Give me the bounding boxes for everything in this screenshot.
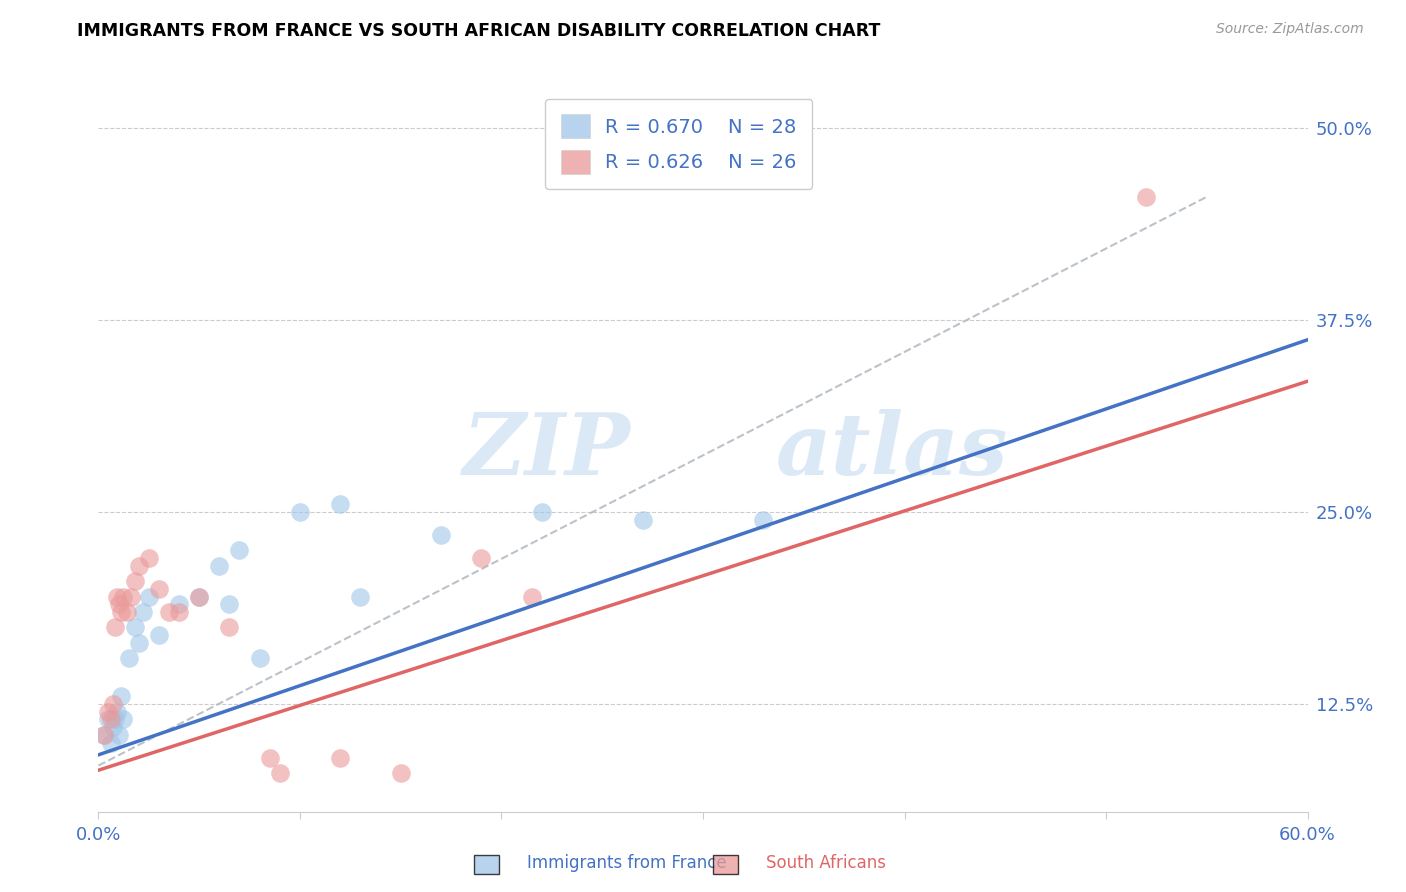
Point [288,505,311,519]
Point [118,651,141,665]
Point [269,766,291,780]
Point [124,620,146,634]
Point [132,605,155,619]
Text: ZIP: ZIP [463,409,630,492]
Point [218,597,240,611]
Point [111,590,134,604]
Text: Source: ZipAtlas.com: Source: ZipAtlas.com [1216,22,1364,37]
Point [520,590,543,604]
Point [430,528,453,542]
Point [128,635,150,649]
Point [97,713,120,727]
Point [120,590,142,604]
Point [110,605,132,619]
Point [752,513,775,527]
Point [188,590,211,604]
Point [97,705,120,719]
Point [111,713,134,727]
Point [124,574,146,588]
Point [138,590,160,604]
Point [100,735,122,749]
Point [105,590,128,604]
Point [349,590,371,604]
Point [157,605,180,619]
Point [103,620,125,634]
Point [167,605,190,619]
Point [167,597,190,611]
Point [530,505,553,519]
Point [101,720,124,734]
Point [329,751,352,765]
Legend: R = 0.670    N = 28, R = 0.626    N = 26: R = 0.670 N = 28, R = 0.626 N = 26 [546,99,813,189]
Point [228,543,250,558]
Text: South Africans: South Africans [766,855,886,872]
Point [208,558,231,573]
Point [188,590,211,604]
Point [107,728,129,742]
Point [115,605,138,619]
Point [110,690,132,704]
Point [148,582,170,596]
Point [128,558,150,573]
Point [107,597,129,611]
Point [148,628,170,642]
Point [389,766,412,780]
Point [100,713,122,727]
Point [93,728,115,742]
Point [138,551,160,566]
Point [259,751,281,765]
Point [101,697,124,711]
Point [218,620,240,634]
Point [329,497,352,511]
Point [631,513,654,527]
Point [470,551,492,566]
Text: Immigrants from France: Immigrants from France [527,855,727,872]
Point [105,705,128,719]
Text: IMMIGRANTS FROM FRANCE VS SOUTH AFRICAN DISABILITY CORRELATION CHART: IMMIGRANTS FROM FRANCE VS SOUTH AFRICAN … [77,22,880,40]
Point [249,651,271,665]
Point [103,713,125,727]
Point [93,728,115,742]
Text: atlas: atlas [776,409,1008,492]
Point [1135,190,1157,204]
